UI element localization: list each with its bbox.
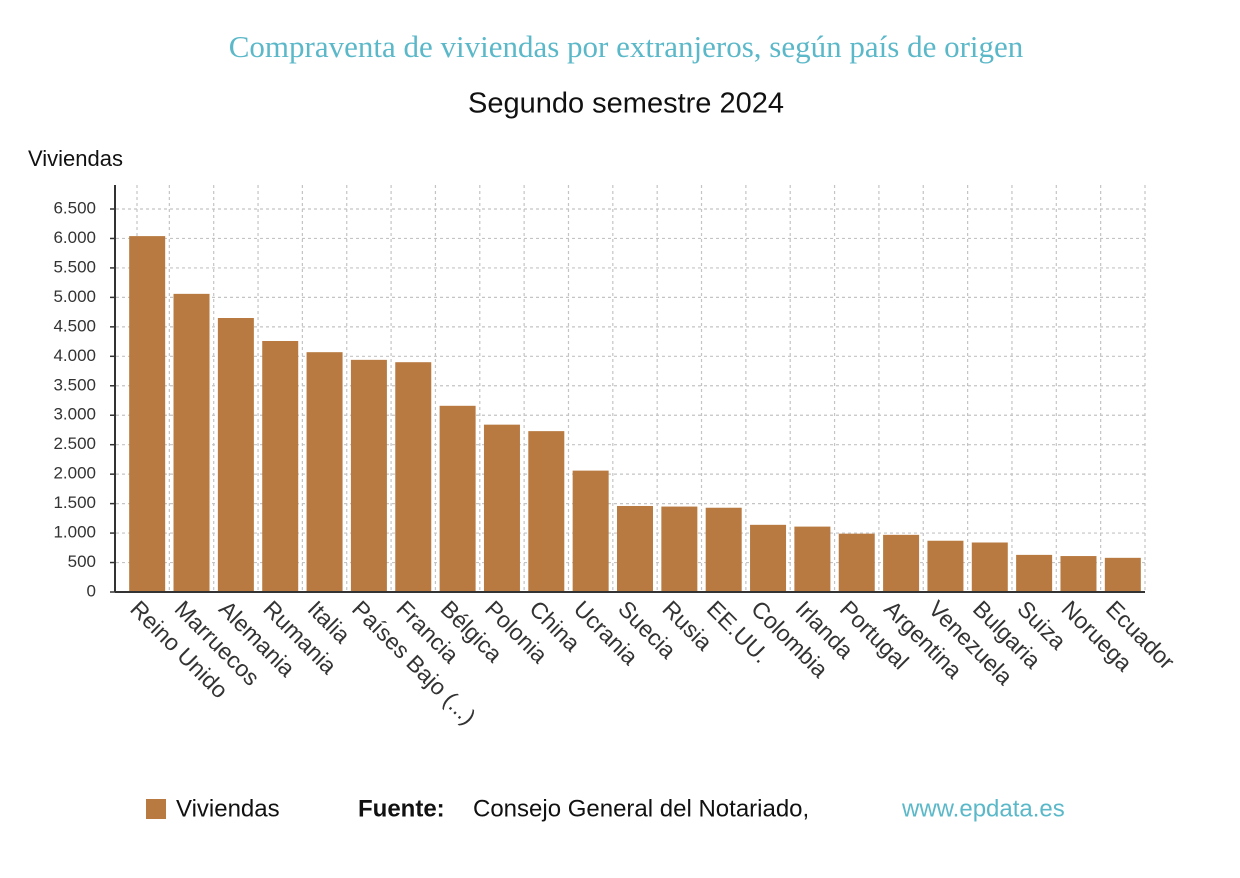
y-tick-label: 3.500 [53,375,96,394]
legend-label: Viviendas [176,795,280,822]
bar [705,507,742,592]
y-tick-label: 6.500 [53,198,96,217]
bar [617,505,653,592]
source-link[interactable]: www.epdata.es [901,795,1065,822]
bar [528,431,565,592]
bar [395,362,432,592]
bar [1060,556,1097,592]
bar [173,293,210,592]
y-tick-label: 4.500 [53,316,96,335]
y-tick-label: 1.500 [53,493,96,512]
y-tick-label: 500 [68,552,96,571]
bar [129,236,166,592]
y-tick-label: 2.000 [53,464,96,483]
bar [1016,554,1053,592]
source-label: Fuente: [358,795,445,822]
y-tick-label: 6.000 [53,228,96,247]
y-tick-label: 1.000 [53,523,96,542]
bar [750,524,787,592]
bar [572,470,609,592]
bar [439,405,476,592]
bar [217,318,254,592]
bar [661,506,698,592]
y-tick-label: 2.500 [53,434,96,453]
bar [883,534,920,592]
bar [927,540,964,592]
bar [1104,557,1141,592]
y-tick-label: 5.000 [53,287,96,306]
bar [306,352,343,592]
legend-swatch [146,799,166,819]
bar [794,526,831,592]
bar [262,340,299,592]
y-tick-label: 4.000 [53,346,96,365]
y-axis-label: Viviendas [28,146,123,171]
source-text: Consejo General del Notariado, [473,795,809,822]
y-tick-label: 0 [87,581,96,600]
bar [350,359,387,592]
bar [971,542,1008,592]
chart-title: Compraventa de viviendas por extranjeros… [229,29,1024,64]
bar [483,424,520,592]
y-tick-label: 5.500 [53,257,96,276]
bar [838,533,875,592]
chart-subtitle: Segundo semestre 2024 [468,88,784,120]
y-tick-label: 3.000 [53,405,96,424]
